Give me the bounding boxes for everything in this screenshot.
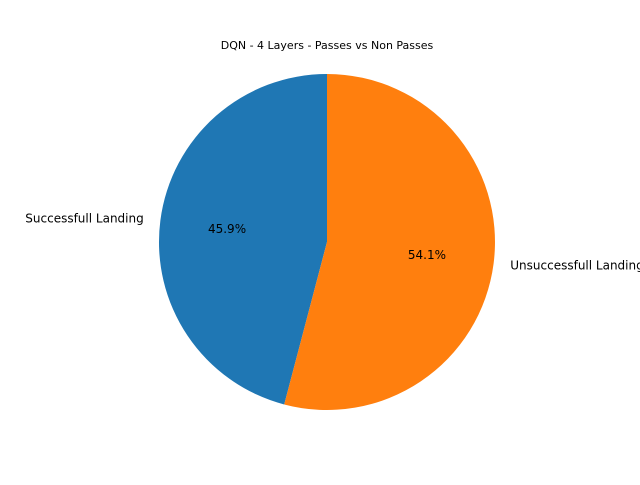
category-label-1: Successfull Landing: [25, 211, 143, 225]
pie-slice-2: [284, 74, 495, 410]
pie-slice-1: [158, 74, 327, 405]
pie-labels: 45.9% Successfull Landing 54.1% Unsuccessfu…: [25, 211, 640, 272]
chart-title: DQN - 4 Layers - Passes vs Non Passes: [221, 39, 434, 52]
percent-label-1: 45.9%: [208, 222, 246, 236]
pie-slices: [158, 74, 495, 410]
percent-label-2: 54.1%: [408, 248, 446, 262]
category-label-2: Unsuccessfull Landing: [510, 259, 640, 273]
